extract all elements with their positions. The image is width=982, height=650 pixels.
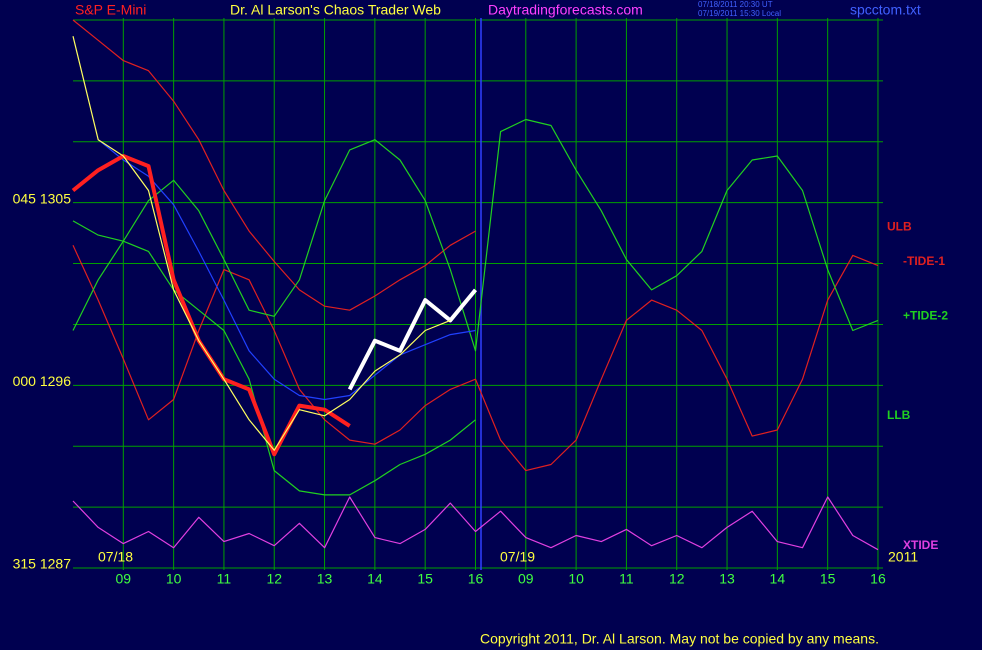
symbol: S&P E-Mini [75,2,146,18]
chart-title: Dr. Al Larson's Chaos Trader Web [230,2,441,18]
x-tick-label: 15 [820,571,836,587]
series-line [72,36,451,451]
series-line [72,220,476,496]
file-name: spcctom.txt [850,2,921,18]
y-tick-label: 045 1305 [13,190,72,206]
x-tick-label: 14 [770,571,786,587]
series-label: XTIDE [903,538,938,552]
date-label: 07/19 [500,549,535,565]
series-line [347,288,478,391]
y-tick-label: 315 1287 [13,556,72,572]
x-tick-label: 09 [518,571,534,587]
x-tick-label: 10 [568,571,584,587]
timestamp: 07/18/2011 20:30 UT [698,0,773,9]
series-line [72,19,476,311]
site: Daytradingforecasts.com [488,2,643,18]
y-tick-label: 000 1296 [13,373,72,389]
timestamp: 07/19/2011 15:30 Local [698,9,781,18]
series-line [72,245,879,472]
date-label: 2011 [888,549,918,565]
date-label: 07/18 [98,549,133,565]
series-label: +TIDE-2 [903,309,948,323]
x-tick-label: 12 [669,571,685,587]
x-tick-label: 11 [217,571,232,587]
x-tick-label: 13 [719,571,735,587]
series-line [72,118,879,352]
x-tick-label: 12 [266,571,282,587]
x-tick-label: 14 [367,571,383,587]
series-line [72,496,879,551]
x-tick-label: 10 [166,571,182,587]
series-label: ULB [887,219,912,233]
x-tick-label: 15 [417,571,433,587]
x-tick-label: 16 [870,571,886,587]
x-tick-label: 11 [619,571,634,587]
copyright: Copyright 2011, Dr. Al Larson. May not b… [480,631,879,647]
series-label: LLB [887,408,911,422]
x-tick-label: 16 [468,571,484,587]
series-line [97,139,476,401]
x-tick-label: 13 [317,571,333,587]
series-label: -TIDE-1 [903,254,945,268]
x-tick-label: 09 [116,571,132,587]
